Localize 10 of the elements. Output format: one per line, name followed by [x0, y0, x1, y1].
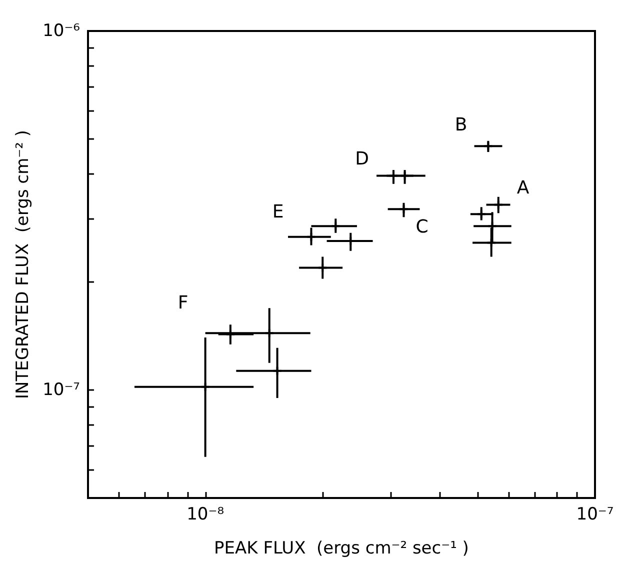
annotation: D [355, 148, 369, 170]
x-tick-label: 10⁻⁸ [186, 504, 224, 524]
x-axis-title: PEAK FLUX (ergs cm⁻² sec⁻¹ ) [214, 538, 469, 558]
annotation: B [454, 114, 468, 136]
annotation: F [178, 292, 188, 314]
y-tick-label: 10⁻⁶ [42, 21, 80, 41]
y-axis-title: INTEGRATED FLUX (ergs cm⁻² ) [13, 130, 34, 399]
annotation: E [272, 202, 284, 222]
annotation: C [416, 216, 428, 238]
annotation: A [516, 178, 530, 198]
